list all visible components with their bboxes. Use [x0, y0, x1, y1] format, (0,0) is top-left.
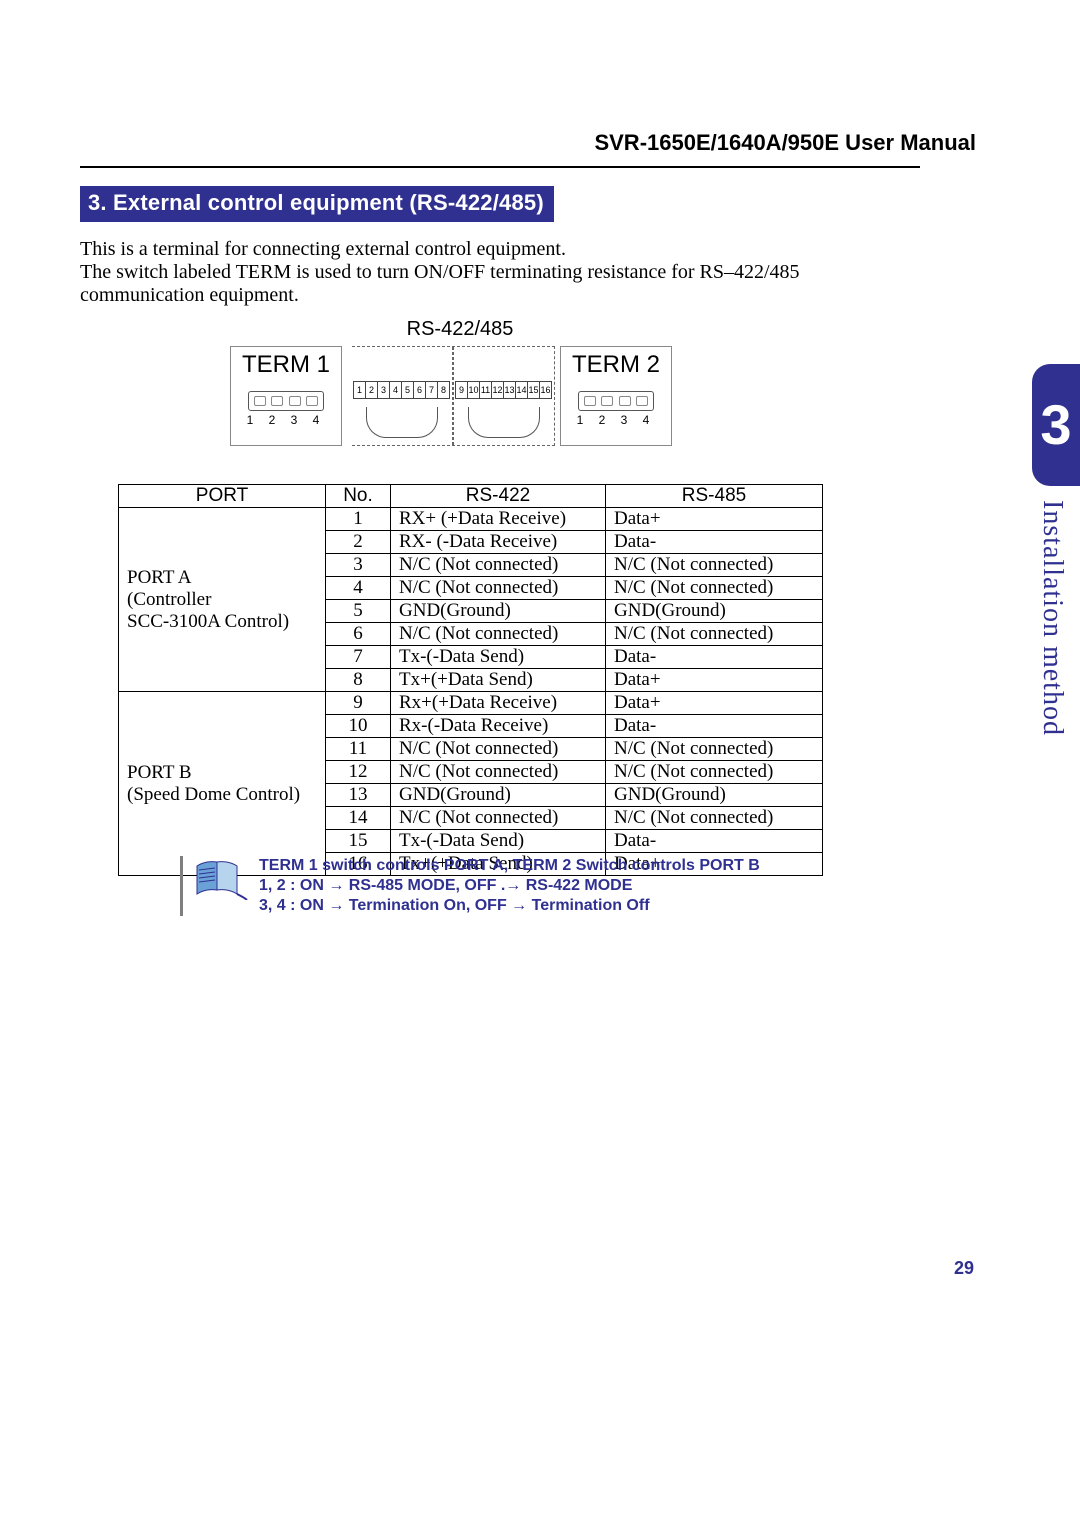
cell-no: 6 [326, 623, 391, 646]
cell-rs485: N/C (Not connected) [606, 623, 823, 646]
book-icon [193, 856, 249, 900]
cell-no: 1 [326, 508, 391, 531]
cell-rs485: N/C (Not connected) [606, 738, 823, 761]
chapter-tab: 3 [1032, 364, 1080, 486]
port-a-sub1: (Controller [127, 589, 317, 611]
cell-no: 5 [326, 600, 391, 623]
cell-rs422: N/C (Not connected) [391, 761, 606, 784]
term1-block: TERM 1 1 2 3 4 [230, 346, 342, 446]
cell-rs485: Data- [606, 531, 823, 554]
th-rs422: RS-422 [391, 485, 606, 508]
cell-no: 8 [326, 669, 391, 692]
pin-label: 16 [539, 381, 552, 399]
port-a-title: PORT A [127, 567, 317, 589]
cell-rs422: RX- (-Data Receive) [391, 531, 606, 554]
cell-rs485: Data- [606, 646, 823, 669]
note-bar [180, 856, 183, 916]
port-block: 1 2 3 4 5 6 7 8 9 10 11 12 13 14 15 16 [352, 346, 555, 446]
cell-no: 7 [326, 646, 391, 669]
term2-numbers: 1 2 3 4 [561, 413, 671, 427]
term2-label: TERM 2 [561, 351, 671, 379]
cell-no: 14 [326, 807, 391, 830]
cell-no: 11 [326, 738, 391, 761]
th-rs485: RS-485 [606, 485, 823, 508]
note-line1: TERM 1 switch controls PORT A, TERM 2 Sw… [259, 857, 760, 874]
cell-rs422: N/C (Not connected) [391, 554, 606, 577]
page-number: 29 [954, 1258, 974, 1279]
cell-rs485: GND(Ground) [606, 784, 823, 807]
cell-rs422: RX+ (+Data Receive) [391, 508, 606, 531]
term1-numbers: 1 2 3 4 [231, 413, 341, 427]
cell-rs485: N/C (Not connected) [606, 807, 823, 830]
cell-rs485: Data+ [606, 669, 823, 692]
port-a-cell: PORT A (Controller SCC-3100A Control) [119, 508, 326, 692]
cell-no: 9 [326, 692, 391, 715]
chapter-side-label: Installation method [1036, 500, 1068, 736]
cell-no: 10 [326, 715, 391, 738]
term2-switch [578, 391, 654, 411]
note-text: TERM 1 switch controls PORT A, TERM 2 Sw… [259, 856, 760, 916]
note-line2: 1, 2 : ON → RS-485 MODE, OFF .→ RS-422 M… [259, 877, 632, 894]
intro-paragraph: This is a terminal for connecting extern… [80, 238, 920, 307]
cell-rs422: GND(Ground) [391, 784, 606, 807]
th-port: PORT [119, 485, 326, 508]
th-no: No. [326, 485, 391, 508]
cell-no: 12 [326, 761, 391, 784]
pin-label: 8 [437, 381, 450, 399]
term2-block: TERM 2 1 2 3 4 [560, 346, 672, 446]
cell-no: 2 [326, 531, 391, 554]
port-b-sub1: (Speed Dome Control) [127, 784, 317, 806]
table-row: PORT B (Speed Dome Control) 9Rx+(+Data R… [119, 692, 823, 715]
term1-switch [248, 391, 324, 411]
cell-no: 3 [326, 554, 391, 577]
cell-rs422: Rx+(+Data Receive) [391, 692, 606, 715]
connector-b [468, 407, 540, 438]
pinout-table: PORT No. RS-422 RS-485 PORT A (Controlle… [118, 484, 823, 876]
port-b-title: PORT B [127, 762, 317, 784]
page: SVR-1650E/1640A/950E User Manual 3. Exte… [0, 0, 1080, 1514]
cell-rs422: N/C (Not connected) [391, 738, 606, 761]
note-block: TERM 1 switch controls PORT A, TERM 2 Sw… [180, 856, 760, 916]
cell-rs422: GND(Ground) [391, 600, 606, 623]
cell-no: 15 [326, 830, 391, 853]
cell-rs422: N/C (Not connected) [391, 623, 606, 646]
connector-a [366, 407, 438, 438]
cell-rs485: Data- [606, 830, 823, 853]
header-rule [80, 166, 920, 168]
table-header-row: PORT No. RS-422 RS-485 [119, 485, 823, 508]
cell-rs422: Tx-(-Data Send) [391, 646, 606, 669]
cell-rs485: Data+ [606, 692, 823, 715]
note-line3: 3, 4 : ON → Termination On, OFF → Termin… [259, 897, 650, 914]
table-row: PORT A (Controller SCC-3100A Control) 1 … [119, 508, 823, 531]
cell-rs485: N/C (Not connected) [606, 577, 823, 600]
cell-rs422: Rx-(-Data Receive) [391, 715, 606, 738]
cell-rs422: N/C (Not connected) [391, 577, 606, 600]
term1-label: TERM 1 [231, 351, 341, 379]
cell-rs422: N/C (Not connected) [391, 807, 606, 830]
cell-rs485: Data+ [606, 508, 823, 531]
port-b-cell: PORT B (Speed Dome Control) [119, 692, 326, 876]
cell-rs422: Tx-(-Data Send) [391, 830, 606, 853]
cell-no: 13 [326, 784, 391, 807]
cell-no: 4 [326, 577, 391, 600]
para-line2: The switch labeled TERM is used to turn … [80, 261, 800, 306]
cell-rs485: N/C (Not connected) [606, 554, 823, 577]
section-heading: 3. External control equipment (RS-422/48… [80, 186, 554, 222]
terminal-diagram: RS-422/485 TERM 1 1 2 3 4 1 2 3 4 5 6 7 … [240, 318, 680, 476]
cell-rs485: GND(Ground) [606, 600, 823, 623]
doc-title: SVR-1650E/1640A/950E User Manual [594, 130, 976, 156]
para-line1: This is a terminal for connecting extern… [80, 238, 566, 260]
diagram-title: RS-422/485 [240, 318, 680, 341]
cell-rs422: Tx+(+Data Send) [391, 669, 606, 692]
cell-rs485: Data- [606, 715, 823, 738]
cell-rs485: N/C (Not connected) [606, 761, 823, 784]
port-a-sub2: SCC-3100A Control) [127, 611, 317, 633]
